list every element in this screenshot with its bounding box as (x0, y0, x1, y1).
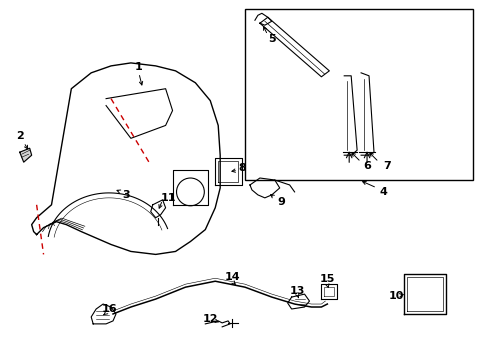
Text: 10: 10 (388, 291, 404, 301)
Text: 9: 9 (277, 197, 285, 207)
Polygon shape (259, 17, 328, 77)
Text: 12: 12 (202, 314, 218, 324)
Text: 5: 5 (267, 34, 275, 44)
Text: 3: 3 (122, 190, 129, 200)
Text: 2: 2 (16, 131, 23, 141)
Polygon shape (20, 148, 32, 162)
Text: 11: 11 (161, 193, 176, 203)
Text: 8: 8 (238, 163, 245, 173)
Text: 15: 15 (319, 274, 334, 284)
Text: 13: 13 (289, 286, 305, 296)
Text: 6: 6 (363, 161, 370, 171)
Text: 16: 16 (101, 304, 117, 314)
Text: 1: 1 (135, 62, 142, 72)
Text: 7: 7 (382, 161, 390, 171)
Text: 14: 14 (224, 272, 240, 282)
Text: 4: 4 (379, 187, 387, 197)
Bar (244, 9, 472, 180)
